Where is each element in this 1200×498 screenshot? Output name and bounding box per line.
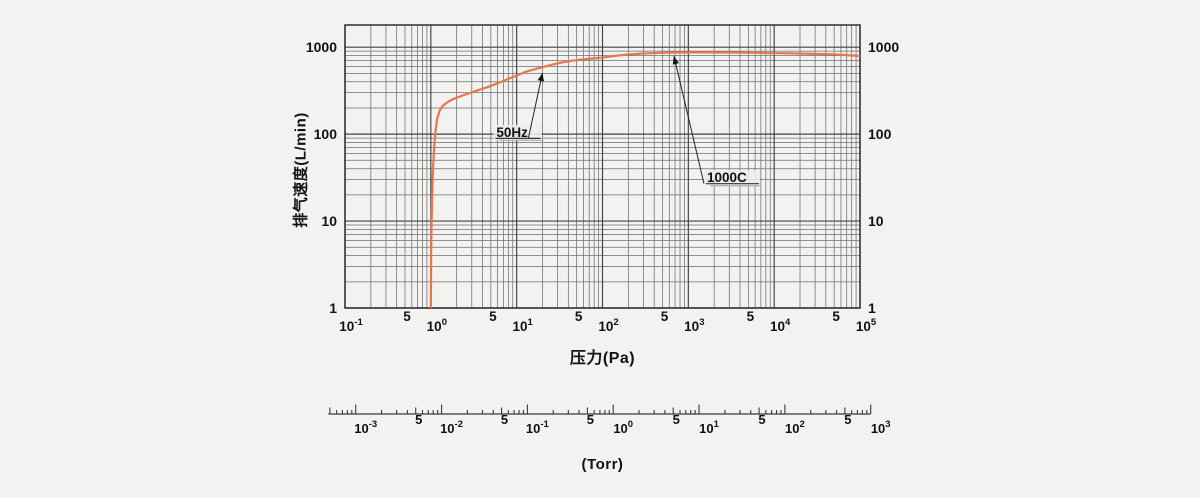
torr-five-label: 5 — [758, 412, 765, 427]
annotation-arrow-line — [527, 72, 543, 139]
y-axis-title: 排气速度(L/min) — [292, 112, 310, 228]
annotation-bg — [493, 124, 542, 140]
x-decade-label: 104 — [770, 317, 791, 334]
x-decade-label: 102 — [598, 317, 618, 334]
torr-five-label: 5 — [587, 412, 594, 427]
torr-five-label: 5 — [844, 412, 851, 427]
torr-five-label: 5 — [673, 412, 680, 427]
x-tick-labels: 5 5 5 5 5 5 — [403, 309, 840, 324]
x-five-label: 5 — [575, 309, 583, 324]
secondary-axis-title: (Torr) — [581, 456, 624, 473]
y-tick-label-right: 100 — [868, 126, 892, 142]
torr-five-label: 5 — [501, 412, 508, 427]
annotation-arrow-line — [673, 55, 705, 184]
torr-decade-label: 101 — [699, 419, 719, 436]
x-five-label: 5 — [661, 309, 669, 324]
annotation-1000c: 1000C — [672, 55, 763, 187]
torr-decade-label: 10-1 — [526, 419, 550, 436]
torr-decade-label: 10-2 — [440, 419, 463, 436]
x-axis-title: 压力(Pa) — [569, 350, 636, 367]
torr-ruler-ticks — [329, 404, 872, 414]
x-five-label: 5 — [747, 309, 755, 324]
annotation-text: 1000C — [707, 170, 747, 185]
x-decade-label: 100 — [427, 317, 447, 334]
x-decade-label: 103 — [684, 317, 704, 334]
y-tick-label-right: 10 — [868, 213, 884, 229]
annotation-bg — [704, 170, 761, 186]
torr-ruler: 5 5 5 5 5 5 — [328, 404, 872, 427]
torr-decade-label: 102 — [785, 419, 805, 436]
y-tick-label-right: 1000 — [868, 39, 899, 55]
torr-decade-label: 103 — [871, 419, 891, 436]
annotation-50hz: 50Hz — [493, 72, 544, 142]
x-decade-label: 10-1 — [339, 317, 363, 334]
annotation-arrowhead — [672, 56, 679, 65]
speed-curve — [429, 51, 860, 308]
x-decade-label: 101 — [513, 317, 534, 334]
x-five-label: 5 — [489, 309, 497, 324]
y-tick-label-left: 1000 — [306, 39, 337, 55]
y-tick-label-left: 1 — [329, 300, 337, 316]
torr-five-label: 5 — [415, 412, 422, 427]
torr-decade-label: 100 — [613, 419, 633, 436]
y-tick-labels: 1 1 10 10 100 100 1000 1000 — [306, 39, 900, 316]
plot-border — [344, 24, 861, 309]
annotation-arrowhead — [537, 72, 544, 82]
x-five-label: 5 — [403, 309, 411, 324]
y-tick-label-left: 100 — [314, 126, 338, 142]
y-tick-label-right: 1 — [868, 300, 876, 316]
x-decade-label: 105 — [856, 317, 877, 334]
torr-decade-label: 10-3 — [354, 419, 377, 436]
y-tick-label-left: 10 — [321, 213, 337, 229]
annotation-text: 50Hz — [496, 125, 528, 140]
grid — [344, 24, 861, 309]
x-five-label: 5 — [832, 309, 840, 324]
